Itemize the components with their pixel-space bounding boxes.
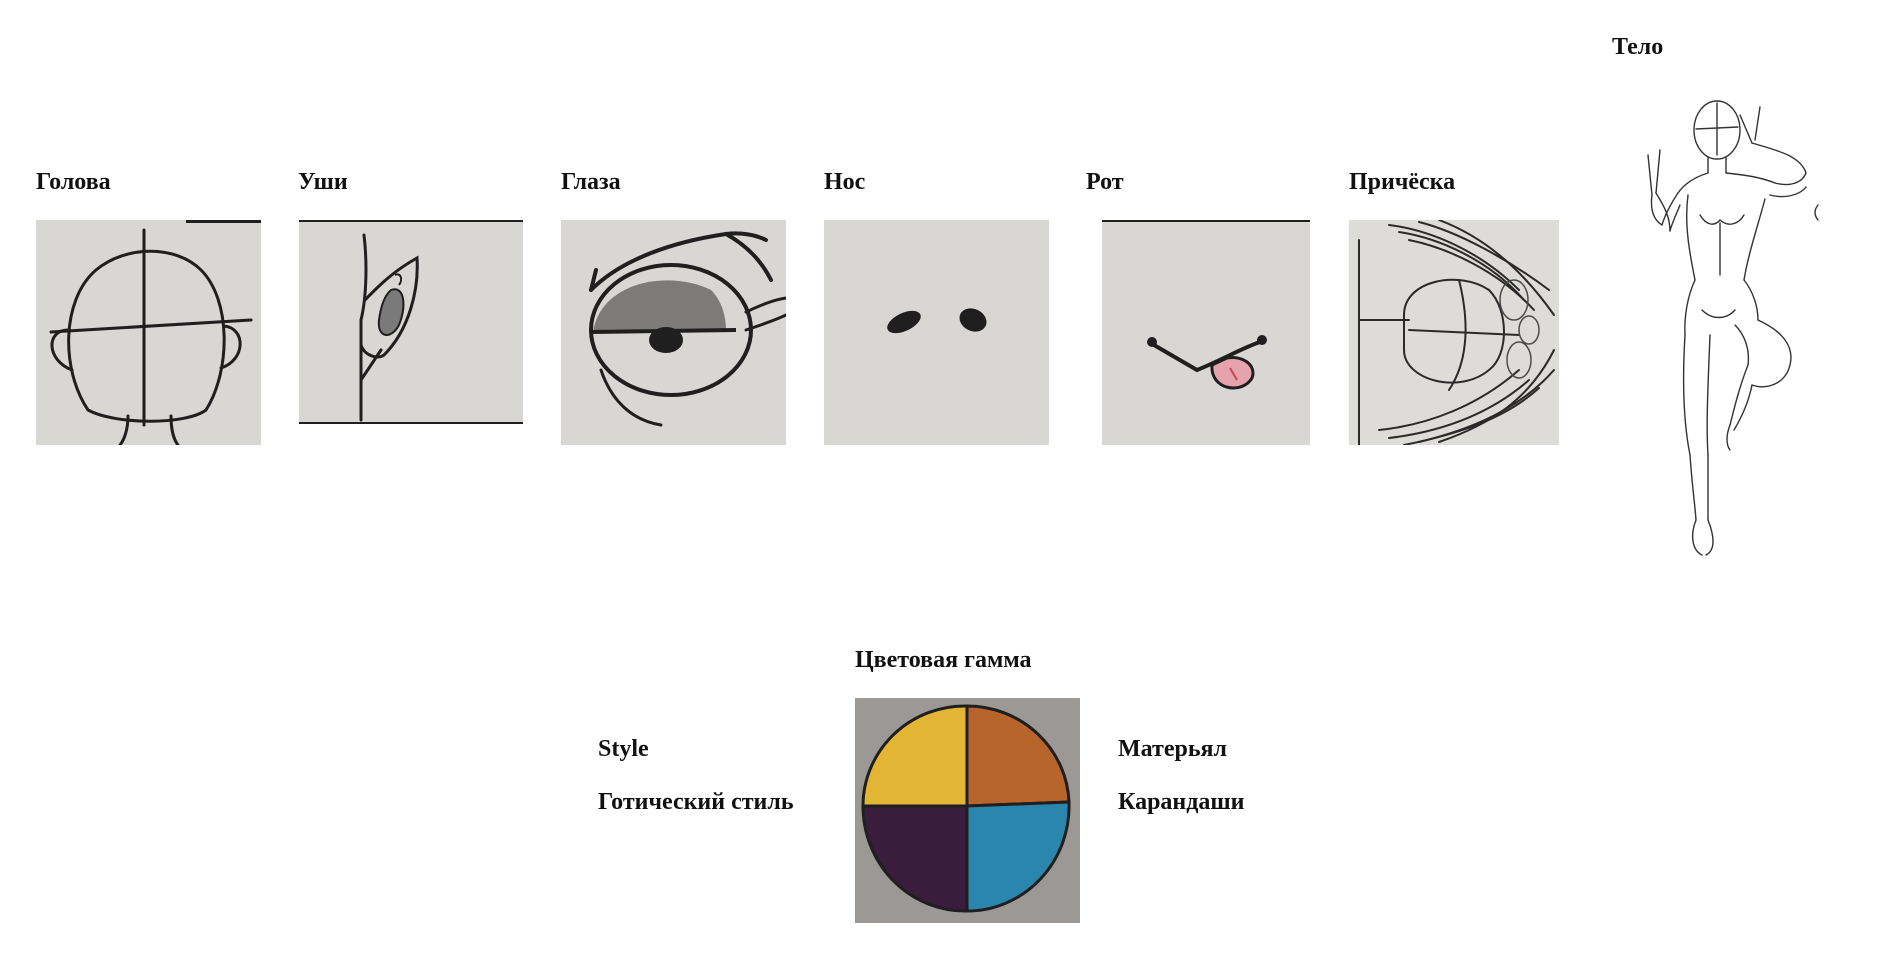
palette-label: Цветовая гамма [855,647,1032,673]
ear-sketch-icon [299,220,523,424]
body-pose-sketch-icon [1640,95,1820,575]
mouth-label: Рот [1086,169,1124,195]
nose-label: Нос [824,169,866,195]
hair-sketch-icon [1349,220,1559,445]
body-pose-sketch-image [1640,95,1820,575]
style-label: Style [598,736,649,762]
mouth-sketch-image [1102,220,1310,445]
color-wheel-icon [855,698,1080,923]
style-value: Готический стиль [598,789,794,815]
ear-sketch-image [299,220,523,424]
nose-sketch-image [824,220,1049,445]
material-label: Матерьял [1118,736,1227,762]
hair-sketch-image [1349,220,1559,445]
material-value: Карандаши [1118,789,1245,815]
eye-sketch-image [561,220,786,445]
nose-sketch-icon [824,220,1049,445]
head-sketch-image [36,220,261,445]
hair-label: Причёска [1349,169,1456,195]
ears-label: Уши [298,169,348,195]
color-wheel-image [855,698,1080,923]
head-label: Голова [36,169,111,195]
eyes-label: Глаза [561,169,621,195]
mouth-sketch-icon [1102,220,1310,445]
eye-sketch-icon [561,220,786,445]
body-label: Тело [1612,34,1664,60]
head-sketch-icon [36,220,261,445]
